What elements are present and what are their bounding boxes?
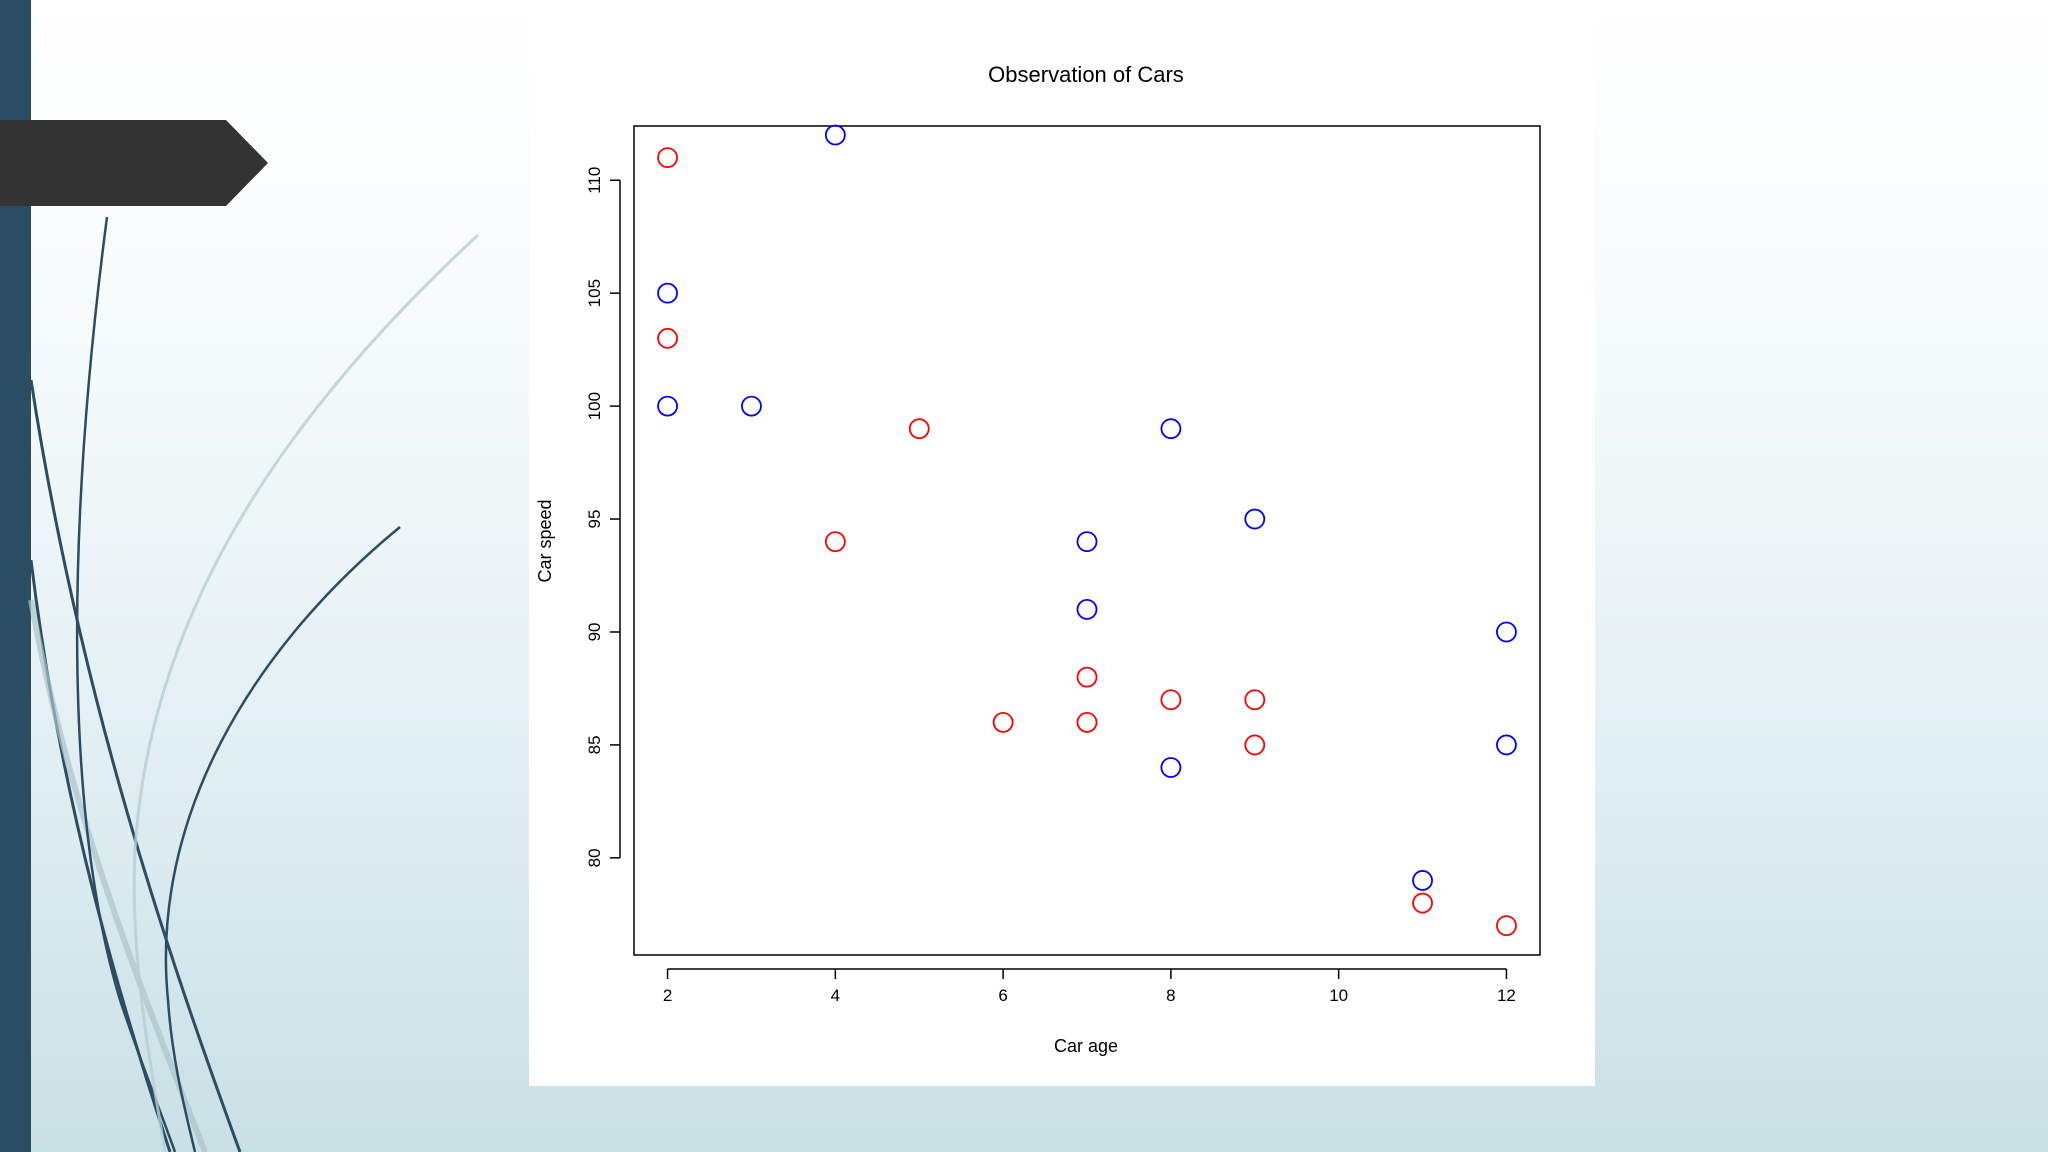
data-point-series-2 — [1412, 870, 1433, 891]
y-tick-label: 110 — [585, 167, 604, 194]
x-tick-label: 6 — [998, 986, 1007, 1005]
slide-title-arrow — [0, 120, 268, 206]
data-point-series-2 — [1076, 598, 1098, 620]
x-tick-label: 2 — [663, 986, 672, 1005]
y-axis-title: Car speed — [535, 499, 555, 582]
data-point-series-2 — [657, 282, 678, 304]
y-axis: 80 85 90 95 100 105 110 — [585, 167, 621, 867]
data-point-series-2 — [1496, 734, 1517, 756]
data-point-series-1 — [1076, 666, 1098, 688]
chart-panel: Observation of Cars 2 4 6 8 10 12 80 85 90 95 100… — [529, 0, 1595, 1086]
y-tick-label: 105 — [585, 279, 604, 307]
data-point-series-1 — [1244, 689, 1266, 711]
data-point-series-1 — [1496, 915, 1517, 937]
data-point-series-1 — [1412, 892, 1433, 914]
data-point-series-2 — [1160, 757, 1182, 778]
decorative-swooshes — [28, 216, 480, 1152]
x-axis-title: Car age — [1054, 1036, 1118, 1056]
data-point-series-1 — [1076, 711, 1098, 733]
data-point-series-1 — [1160, 689, 1182, 711]
y-tick-label: 90 — [585, 623, 604, 642]
data-point-series-2 — [824, 124, 846, 146]
x-tick-label: 8 — [1166, 986, 1175, 1005]
chart-title: Observation of Cars — [988, 62, 1184, 87]
y-tick-label: 85 — [585, 735, 604, 754]
data-point-series-1 — [908, 418, 930, 440]
x-tick-label: 12 — [1497, 986, 1516, 1005]
x-tick-label: 10 — [1329, 986, 1348, 1005]
scatter-chart: Observation of Cars 2 4 6 8 10 12 80 85 90 95 100… — [535, 62, 1541, 1056]
data-point-series-1 — [992, 711, 1014, 733]
y-tick-label: 95 — [585, 510, 604, 529]
data-point-series-2 — [1244, 508, 1266, 530]
x-tick-label: 4 — [831, 986, 840, 1005]
data-point-series-2 — [1496, 621, 1517, 643]
x-axis: 2 4 6 8 10 12 — [663, 968, 1516, 1005]
y-tick-label: 80 — [585, 848, 604, 867]
data-point-series-2 — [1160, 418, 1182, 440]
data-point-series-1 — [657, 327, 678, 349]
data-point-series-2 — [1076, 531, 1098, 553]
data-point-series-1 — [657, 147, 678, 169]
data-point-series-2 — [657, 395, 678, 417]
data-points — [657, 124, 1517, 937]
data-point-series-1 — [824, 531, 846, 553]
y-tick-label: 100 — [585, 392, 604, 420]
plot-frame — [633, 125, 1541, 956]
data-point-series-2 — [741, 395, 762, 417]
data-point-series-1 — [1244, 734, 1266, 756]
